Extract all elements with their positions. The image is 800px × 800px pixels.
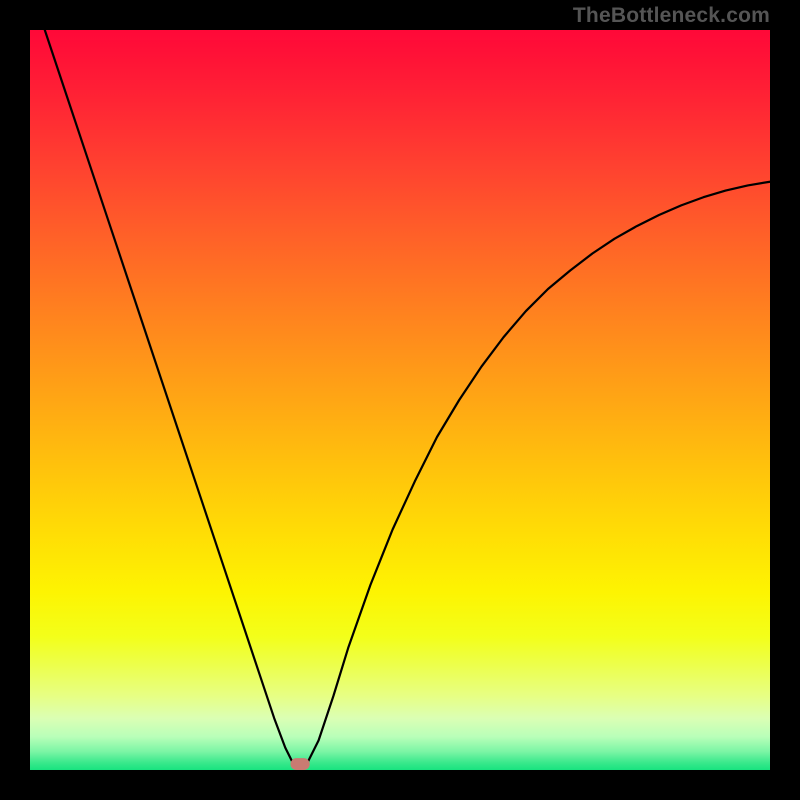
chart-frame: TheBottleneck.com — [0, 0, 800, 800]
gradient-background — [30, 30, 770, 770]
watermark-text: TheBottleneck.com — [573, 4, 770, 28]
plot-area — [30, 30, 770, 770]
optimum-marker — [290, 758, 309, 770]
bottleneck-chart-svg — [30, 30, 770, 770]
